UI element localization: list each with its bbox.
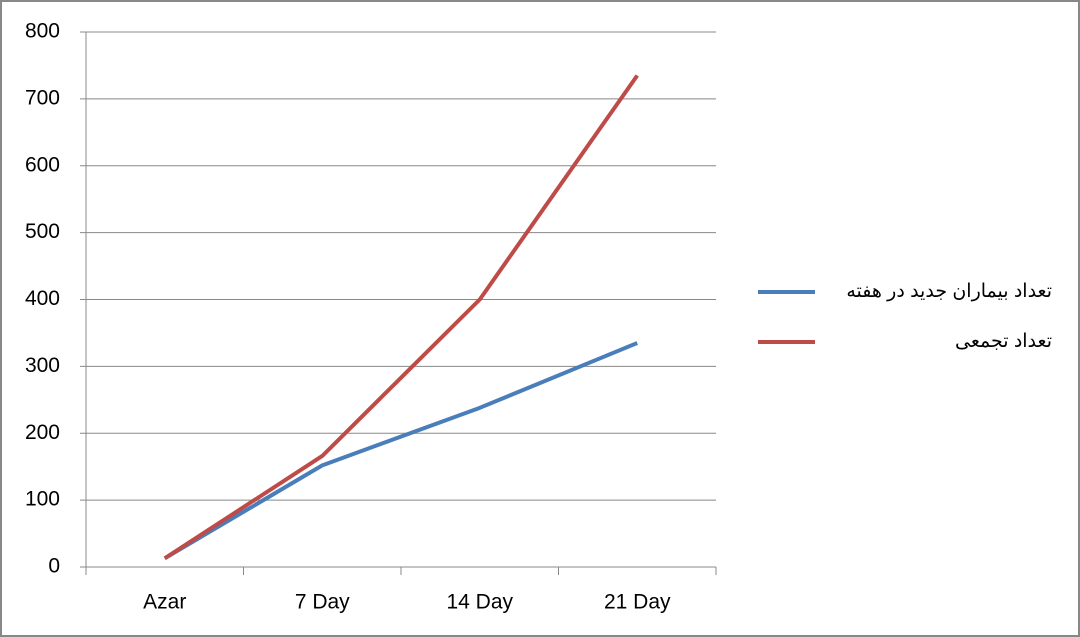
y-tick-label: 600	[25, 153, 60, 176]
legend-text: تعداد بیماران جدید در هفته	[846, 281, 1052, 302]
x-tick-label: 21 Day	[604, 591, 671, 614]
y-tick-label: 100	[25, 488, 60, 511]
y-tick-label: 0	[48, 555, 60, 578]
line-series	[163, 74, 639, 560]
y-tick-label: 500	[25, 220, 60, 243]
x-tick-label: Azar	[143, 591, 186, 614]
x-tick-label: 14 Day	[446, 591, 513, 614]
y-tick-label: 200	[25, 421, 60, 444]
x-tick-label: 7 Day	[295, 591, 350, 614]
legend-text: تعداد تجمعی	[955, 331, 1052, 352]
y-tick-label: 400	[25, 287, 60, 310]
y-tick-label: 700	[25, 86, 60, 109]
y-tick-label: 300	[25, 354, 60, 377]
y-tick-label: 800	[25, 20, 60, 43]
line-series	[163, 341, 639, 561]
